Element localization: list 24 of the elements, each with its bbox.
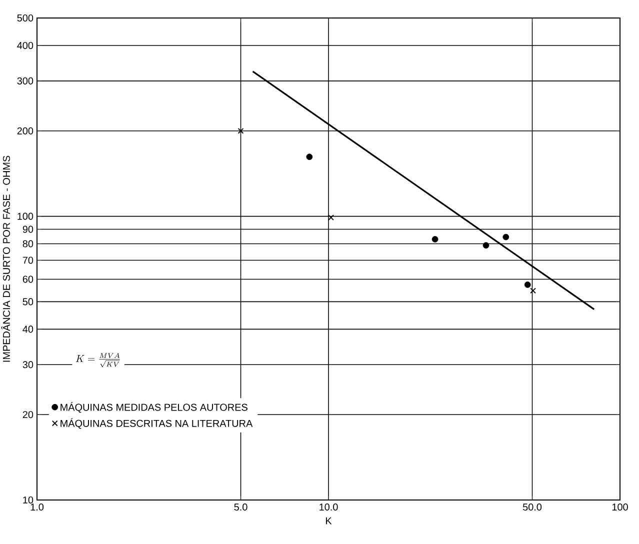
y-tick-label: 200 (17, 127, 34, 134)
x-tick-label: 50.0 (522, 504, 542, 511)
x-tick-label: 5.0 (234, 504, 248, 511)
y-tick-label: 80 (22, 240, 34, 248)
y-tick-label: 10 (23, 496, 34, 504)
y-tick-label: 30 (22, 361, 34, 368)
annotation: $K=\frac{MVA}{\sqrt{KV}}$ (76, 352, 120, 368)
x-axis-title: K (326, 517, 332, 524)
legend-label: MÁQUINAS MEDIDAS PELOS AUTORES (60, 402, 248, 413)
y-axis-title: IMPEDÂNCIA DE SURTO POR FASE - OHMS (1, 156, 10, 362)
x-tick-label: 10.0 (320, 504, 338, 511)
y-tick-label: 90 (22, 226, 34, 233)
y-tick-label: 400 (17, 42, 34, 50)
y-tick-label: 50 (22, 298, 34, 306)
x-tick-label: 1.0 (30, 504, 44, 511)
x-tick-label: 100 (612, 504, 628, 511)
y-tick-label: 40 (22, 326, 34, 333)
y-tick-label: 100 (18, 212, 34, 220)
y-tick-label: 70 (22, 256, 34, 264)
y-tick-label: 20 (22, 411, 34, 418)
y-tick-label: 60 (22, 276, 34, 283)
y-tick-label: 300 (17, 77, 34, 84)
legend-label: MÁQUINAS DESCRITAS NA LITERATURA (60, 418, 253, 429)
y-tick-label: 500 (17, 14, 34, 22)
